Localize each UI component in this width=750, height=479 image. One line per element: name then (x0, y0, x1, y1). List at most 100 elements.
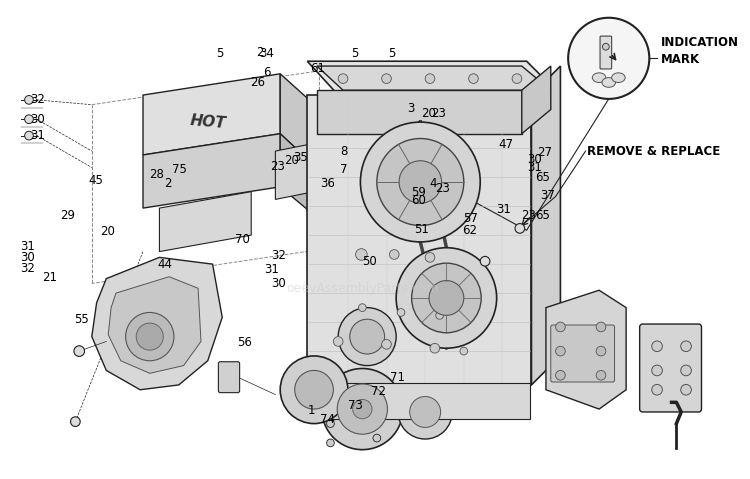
Text: 23: 23 (270, 160, 285, 173)
Circle shape (25, 95, 33, 104)
Text: 20: 20 (284, 154, 298, 167)
Polygon shape (317, 66, 550, 90)
Circle shape (412, 263, 482, 333)
Circle shape (596, 322, 606, 332)
Text: 75: 75 (172, 163, 188, 176)
Circle shape (70, 417, 80, 426)
Polygon shape (143, 74, 280, 155)
Text: 44: 44 (158, 259, 172, 272)
Circle shape (326, 439, 334, 447)
Text: 50: 50 (362, 255, 377, 268)
Polygon shape (532, 66, 560, 385)
Circle shape (425, 74, 435, 83)
Text: 71: 71 (390, 371, 405, 384)
Circle shape (652, 365, 662, 376)
Polygon shape (108, 277, 201, 373)
Circle shape (136, 323, 164, 350)
Text: 29: 29 (60, 209, 75, 222)
Text: 31: 31 (527, 161, 542, 174)
Text: 56: 56 (238, 336, 253, 349)
Text: 5: 5 (217, 47, 224, 60)
Circle shape (556, 370, 566, 380)
Text: 6: 6 (263, 67, 271, 80)
Text: 26: 26 (250, 76, 265, 89)
Circle shape (556, 346, 566, 356)
Circle shape (358, 304, 366, 311)
Circle shape (480, 256, 490, 266)
Text: 65: 65 (535, 209, 550, 222)
Text: 36: 36 (320, 177, 335, 190)
Text: 62: 62 (462, 224, 477, 237)
Text: 51: 51 (414, 223, 429, 236)
Circle shape (512, 74, 522, 83)
Text: 45: 45 (88, 174, 103, 187)
Text: 30: 30 (527, 153, 542, 166)
FancyBboxPatch shape (600, 36, 612, 69)
Circle shape (338, 308, 396, 365)
Circle shape (382, 74, 392, 83)
Text: 27: 27 (538, 146, 553, 159)
Text: 55: 55 (74, 313, 88, 326)
Text: 30: 30 (272, 277, 286, 290)
Text: 1: 1 (308, 404, 315, 417)
Circle shape (295, 370, 333, 409)
Text: 34: 34 (260, 47, 274, 60)
Circle shape (326, 420, 334, 427)
Polygon shape (160, 192, 251, 251)
Circle shape (652, 341, 662, 352)
Text: 23: 23 (431, 107, 446, 120)
Ellipse shape (602, 78, 616, 87)
Circle shape (398, 385, 452, 439)
Polygon shape (280, 134, 309, 211)
Text: 3: 3 (407, 103, 415, 115)
Text: 32: 32 (30, 93, 45, 106)
Circle shape (681, 365, 692, 376)
Circle shape (74, 346, 85, 356)
Text: 72: 72 (370, 385, 386, 398)
Text: 37: 37 (540, 189, 554, 202)
Text: 32: 32 (272, 249, 286, 262)
Circle shape (568, 18, 650, 99)
Circle shape (333, 337, 343, 346)
Polygon shape (308, 61, 560, 95)
Circle shape (25, 131, 33, 140)
Circle shape (322, 368, 403, 450)
Text: 59: 59 (412, 186, 426, 199)
Text: 35: 35 (293, 150, 308, 164)
Text: 4: 4 (430, 177, 437, 190)
Circle shape (280, 356, 348, 423)
Text: 30: 30 (30, 113, 45, 125)
Polygon shape (92, 257, 222, 390)
Text: 5: 5 (352, 47, 358, 60)
Circle shape (429, 281, 464, 315)
Text: 31: 31 (20, 240, 35, 253)
FancyBboxPatch shape (550, 325, 614, 382)
Circle shape (376, 138, 464, 226)
Polygon shape (522, 66, 550, 134)
FancyBboxPatch shape (218, 362, 240, 393)
Circle shape (338, 74, 348, 83)
Text: 20: 20 (421, 107, 436, 120)
Circle shape (681, 341, 692, 352)
Circle shape (361, 122, 480, 242)
Polygon shape (317, 90, 522, 134)
Text: 2: 2 (164, 177, 172, 190)
Polygon shape (275, 141, 324, 199)
Text: 61: 61 (310, 62, 325, 75)
Circle shape (436, 311, 443, 319)
Circle shape (652, 385, 662, 395)
Text: 73: 73 (348, 399, 362, 411)
Ellipse shape (592, 73, 606, 82)
Polygon shape (328, 383, 530, 419)
Circle shape (389, 250, 399, 259)
Text: 23: 23 (521, 209, 536, 222)
Text: oeevAssemblyParts.com: oeevAssemblyParts.com (286, 282, 439, 295)
Circle shape (125, 312, 174, 361)
Text: 30: 30 (20, 251, 35, 263)
Circle shape (596, 370, 606, 380)
Text: 70: 70 (236, 233, 250, 246)
Circle shape (356, 249, 368, 260)
Text: 31: 31 (264, 263, 279, 276)
Polygon shape (143, 134, 280, 208)
Text: 8: 8 (340, 145, 348, 158)
